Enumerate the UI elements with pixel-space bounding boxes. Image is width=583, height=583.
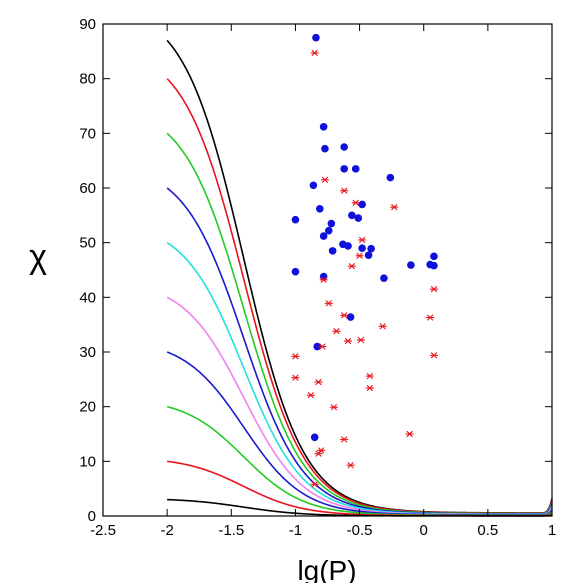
circle-point: [364, 251, 373, 260]
circle-point: [344, 242, 352, 250]
model-curve: [166, 39, 553, 514]
asterisk-point: [291, 374, 300, 381]
asterisk-point: [356, 336, 365, 344]
y-tick-label: 70: [79, 125, 96, 142]
asterisk-point: [340, 312, 349, 319]
x-tick-label: -2: [160, 522, 173, 539]
asterisk-point: [355, 252, 364, 259]
circle-point: [430, 252, 438, 261]
asterisk-point: [340, 436, 349, 443]
circle-point: [354, 214, 363, 222]
circle-point: [310, 433, 319, 442]
asterisk-point: [314, 450, 323, 457]
asterisk-point: [314, 378, 323, 386]
circle-point: [312, 33, 320, 42]
asterisk-point: [365, 372, 374, 380]
asterisk-point: [390, 203, 399, 211]
asterisk-point: [319, 276, 328, 284]
asterisk-point: [324, 300, 333, 307]
asterisk-point: [291, 353, 300, 360]
circle-point: [328, 247, 337, 255]
x-tick-label: -1.5: [218, 522, 244, 539]
model-curves: [166, 39, 553, 517]
asterisk-point: [358, 236, 367, 244]
x-tick-label: 0.5: [477, 522, 498, 539]
circle-point: [316, 204, 324, 213]
asterisk-point: [351, 199, 360, 206]
asterisk-point: [429, 352, 438, 359]
asterisk-point: [329, 404, 338, 411]
y-tick-label: 80: [79, 71, 96, 88]
asterisk-point: [332, 328, 341, 335]
circle-point: [380, 274, 388, 283]
x-tick-label: 1: [548, 522, 556, 539]
x-tick-label: -0.5: [347, 522, 373, 539]
circle-point: [309, 181, 318, 190]
asterisk-point: [365, 384, 374, 392]
model-curve: [166, 405, 553, 517]
y-tick-label: 50: [79, 235, 96, 252]
y-tick-label: 40: [79, 289, 96, 306]
circle-point: [291, 267, 300, 276]
asterisk-point: [318, 343, 327, 350]
x-tick-label: -1: [289, 522, 302, 539]
asterisk-point: [344, 337, 353, 345]
plot-frame: [102, 23, 553, 517]
model-curve: [166, 78, 553, 514]
y-tick-label: 10: [79, 453, 96, 470]
y-tick-label: 90: [79, 16, 96, 33]
circle-point: [407, 261, 415, 269]
asterisk-point: [317, 447, 326, 454]
asterisk-point: [346, 461, 355, 469]
circle-point: [351, 165, 360, 173]
y-axis-title: χ: [29, 238, 47, 276]
circle-point: [319, 232, 328, 240]
circle-point: [386, 173, 395, 182]
circle-point: [340, 143, 348, 151]
y-tick-label: 20: [79, 399, 96, 416]
asterisk-point: [310, 49, 319, 57]
circle-point: [321, 144, 329, 153]
x-axis-title: lg(P): [297, 555, 356, 583]
asterisk-point: [378, 323, 387, 330]
circle-point: [348, 211, 356, 220]
model-curve: [166, 296, 553, 516]
asterisk-point: [320, 176, 329, 183]
asterisk-point: [306, 391, 315, 399]
circle-point: [358, 200, 366, 209]
circle-point: [340, 165, 348, 173]
asterisk-point: [426, 314, 435, 321]
asterisk-point: [310, 481, 319, 488]
circle-point: [313, 342, 322, 351]
y-tick-label: 30: [79, 344, 96, 361]
asterisk-point: [340, 187, 349, 194]
y-tick-label: 60: [79, 180, 96, 197]
y-tick-label: 0: [88, 508, 96, 525]
asterisk-point: [405, 430, 414, 438]
data-points: [291, 33, 438, 488]
asterisk-point: [347, 262, 356, 270]
circle-point: [324, 226, 333, 235]
asterisk-point: [429, 285, 438, 293]
circle-point: [430, 261, 438, 270]
model-curve: [166, 351, 553, 516]
circle-point: [319, 122, 328, 131]
circle-point: [346, 313, 355, 321]
model-curve: [166, 187, 553, 515]
x-tick-label: -2.5: [90, 522, 116, 539]
circle-point: [367, 244, 375, 253]
circle-point: [291, 215, 300, 224]
x-tick-label: 0: [420, 522, 428, 539]
circle-point: [327, 219, 336, 228]
circle-point: [358, 244, 366, 252]
